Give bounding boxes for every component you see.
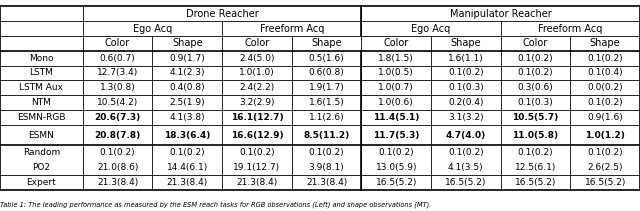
Text: Shape: Shape (590, 38, 621, 48)
Text: 11.7(5.3): 11.7(5.3) (373, 131, 419, 140)
Text: Drone Reacher: Drone Reacher (186, 9, 259, 19)
Text: Manipulator Reacher: Manipulator Reacher (450, 9, 552, 19)
Text: 4.1(3.5): 4.1(3.5) (448, 163, 484, 172)
Text: 0.9(1.7): 0.9(1.7) (170, 54, 205, 63)
Text: 19.1(12.7): 19.1(12.7) (234, 163, 280, 172)
Text: 0.0(0.2): 0.0(0.2) (588, 83, 623, 92)
Text: Freeform Acq: Freeform Acq (260, 24, 324, 34)
Text: 1.0(0.6): 1.0(0.6) (378, 98, 414, 107)
Text: 2.4(5.0): 2.4(5.0) (239, 54, 275, 63)
Text: 4.1(3.8): 4.1(3.8) (170, 113, 205, 122)
Text: 0.1(0.2): 0.1(0.2) (518, 68, 554, 77)
Text: Shape: Shape (451, 38, 481, 48)
Text: 16.5(5.2): 16.5(5.2) (445, 178, 486, 187)
Text: Shape: Shape (172, 38, 203, 48)
Text: LSTM Aux: LSTM Aux (19, 83, 63, 92)
Text: 0.1(0.2): 0.1(0.2) (448, 148, 484, 157)
Text: 11.4(5.1): 11.4(5.1) (373, 113, 419, 122)
Text: 3.9(8.1): 3.9(8.1) (308, 163, 344, 172)
Text: Color: Color (244, 38, 269, 48)
Text: LSTM: LSTM (29, 68, 53, 77)
Text: 2.6(2.5): 2.6(2.5) (588, 163, 623, 172)
Text: 3.2(2.9): 3.2(2.9) (239, 98, 275, 107)
Text: 20.6(7.3): 20.6(7.3) (95, 113, 141, 122)
Text: 16.5(5.2): 16.5(5.2) (515, 178, 556, 187)
Text: 21.3(8.4): 21.3(8.4) (166, 178, 208, 187)
Text: 4.1(2.3): 4.1(2.3) (170, 68, 205, 77)
Text: Color: Color (383, 38, 409, 48)
Text: 16.1(12.7): 16.1(12.7) (230, 113, 284, 122)
Text: 14.4(6.1): 14.4(6.1) (166, 163, 208, 172)
Text: 2.4(2.2): 2.4(2.2) (239, 83, 275, 92)
Text: 11.0(5.8): 11.0(5.8) (513, 131, 559, 140)
Text: ESMN-RGB: ESMN-RGB (17, 113, 66, 122)
Text: Ego Acq: Ego Acq (412, 24, 451, 34)
Text: 0.1(0.2): 0.1(0.2) (170, 148, 205, 157)
Text: 1.3(0.8): 1.3(0.8) (100, 83, 136, 92)
Text: 12.5(6.1): 12.5(6.1) (515, 163, 556, 172)
Text: 0.2(0.4): 0.2(0.4) (448, 98, 484, 107)
Text: 0.1(0.4): 0.1(0.4) (588, 68, 623, 77)
Text: 1.6(1.1): 1.6(1.1) (448, 54, 484, 63)
Text: Mono: Mono (29, 54, 54, 63)
Text: 20.8(7.8): 20.8(7.8) (95, 131, 141, 140)
Text: 21.0(8.6): 21.0(8.6) (97, 163, 138, 172)
Text: 18.3(6.4): 18.3(6.4) (164, 131, 211, 140)
Text: 0.1(0.3): 0.1(0.3) (448, 83, 484, 92)
Text: 4.7(4.0): 4.7(4.0) (445, 131, 486, 140)
Text: 0.6(0.8): 0.6(0.8) (308, 68, 344, 77)
Text: 0.6(0.7): 0.6(0.7) (100, 54, 136, 63)
Text: 0.1(0.2): 0.1(0.2) (518, 54, 554, 63)
Text: 0.1(0.2): 0.1(0.2) (308, 148, 344, 157)
Text: 16.5(5.2): 16.5(5.2) (376, 178, 417, 187)
Text: 0.4(0.8): 0.4(0.8) (170, 83, 205, 92)
Text: 0.1(0.2): 0.1(0.2) (518, 148, 554, 157)
Text: 0.3(0.6): 0.3(0.6) (518, 83, 554, 92)
Text: 0.1(0.2): 0.1(0.2) (588, 54, 623, 63)
Text: 0.9(1.6): 0.9(1.6) (588, 113, 623, 122)
Text: 0.1(0.2): 0.1(0.2) (588, 148, 623, 157)
Text: 13.0(5.9): 13.0(5.9) (376, 163, 417, 172)
Text: 0.5(1.6): 0.5(1.6) (308, 54, 344, 63)
Text: 16.5(5.2): 16.5(5.2) (584, 178, 626, 187)
Text: 21.3(8.4): 21.3(8.4) (306, 178, 347, 187)
Text: 1.6(1.5): 1.6(1.5) (308, 98, 344, 107)
Text: ESMN: ESMN (28, 131, 54, 140)
Text: 0.1(0.2): 0.1(0.2) (239, 148, 275, 157)
Text: 0.1(0.2): 0.1(0.2) (378, 148, 414, 157)
Text: 10.5(4.2): 10.5(4.2) (97, 98, 138, 107)
Text: Ego Acq: Ego Acq (133, 24, 172, 34)
Text: 10.5(5.7): 10.5(5.7) (513, 113, 559, 122)
Text: Table 1: The leading performance as measured by the ESM reach tasks for RGB obse: Table 1: The leading performance as meas… (0, 201, 431, 208)
Text: 1.9(1.7): 1.9(1.7) (308, 83, 344, 92)
Text: 16.6(12.9): 16.6(12.9) (230, 131, 284, 140)
Text: PO2: PO2 (33, 163, 51, 172)
Text: 0.1(0.3): 0.1(0.3) (518, 98, 554, 107)
Text: 0.1(0.2): 0.1(0.2) (100, 148, 136, 157)
Text: Random: Random (23, 148, 60, 157)
Text: Shape: Shape (311, 38, 342, 48)
Text: 8.5(11.2): 8.5(11.2) (303, 131, 349, 140)
Text: 3.1(3.2): 3.1(3.2) (448, 113, 484, 122)
Text: 1.0(0.7): 1.0(0.7) (378, 83, 414, 92)
Text: 1.0(0.5): 1.0(0.5) (378, 68, 414, 77)
Text: 2.5(1.9): 2.5(1.9) (170, 98, 205, 107)
Text: 0.1(0.2): 0.1(0.2) (448, 68, 484, 77)
Text: Expert: Expert (26, 178, 56, 187)
Text: 1.1(2.6): 1.1(2.6) (308, 113, 344, 122)
Text: 1.8(1.5): 1.8(1.5) (378, 54, 414, 63)
Text: NTM: NTM (31, 98, 51, 107)
Text: 1.0(1.0): 1.0(1.0) (239, 68, 275, 77)
Text: 21.3(8.4): 21.3(8.4) (236, 178, 278, 187)
Text: Freeform Acq: Freeform Acq (538, 24, 602, 34)
Text: 21.3(8.4): 21.3(8.4) (97, 178, 138, 187)
Text: 0.1(0.2): 0.1(0.2) (588, 98, 623, 107)
Text: Color: Color (105, 38, 130, 48)
Text: 1.0(1.2): 1.0(1.2) (585, 131, 625, 140)
Text: 12.7(3.4): 12.7(3.4) (97, 68, 138, 77)
Text: Color: Color (523, 38, 548, 48)
